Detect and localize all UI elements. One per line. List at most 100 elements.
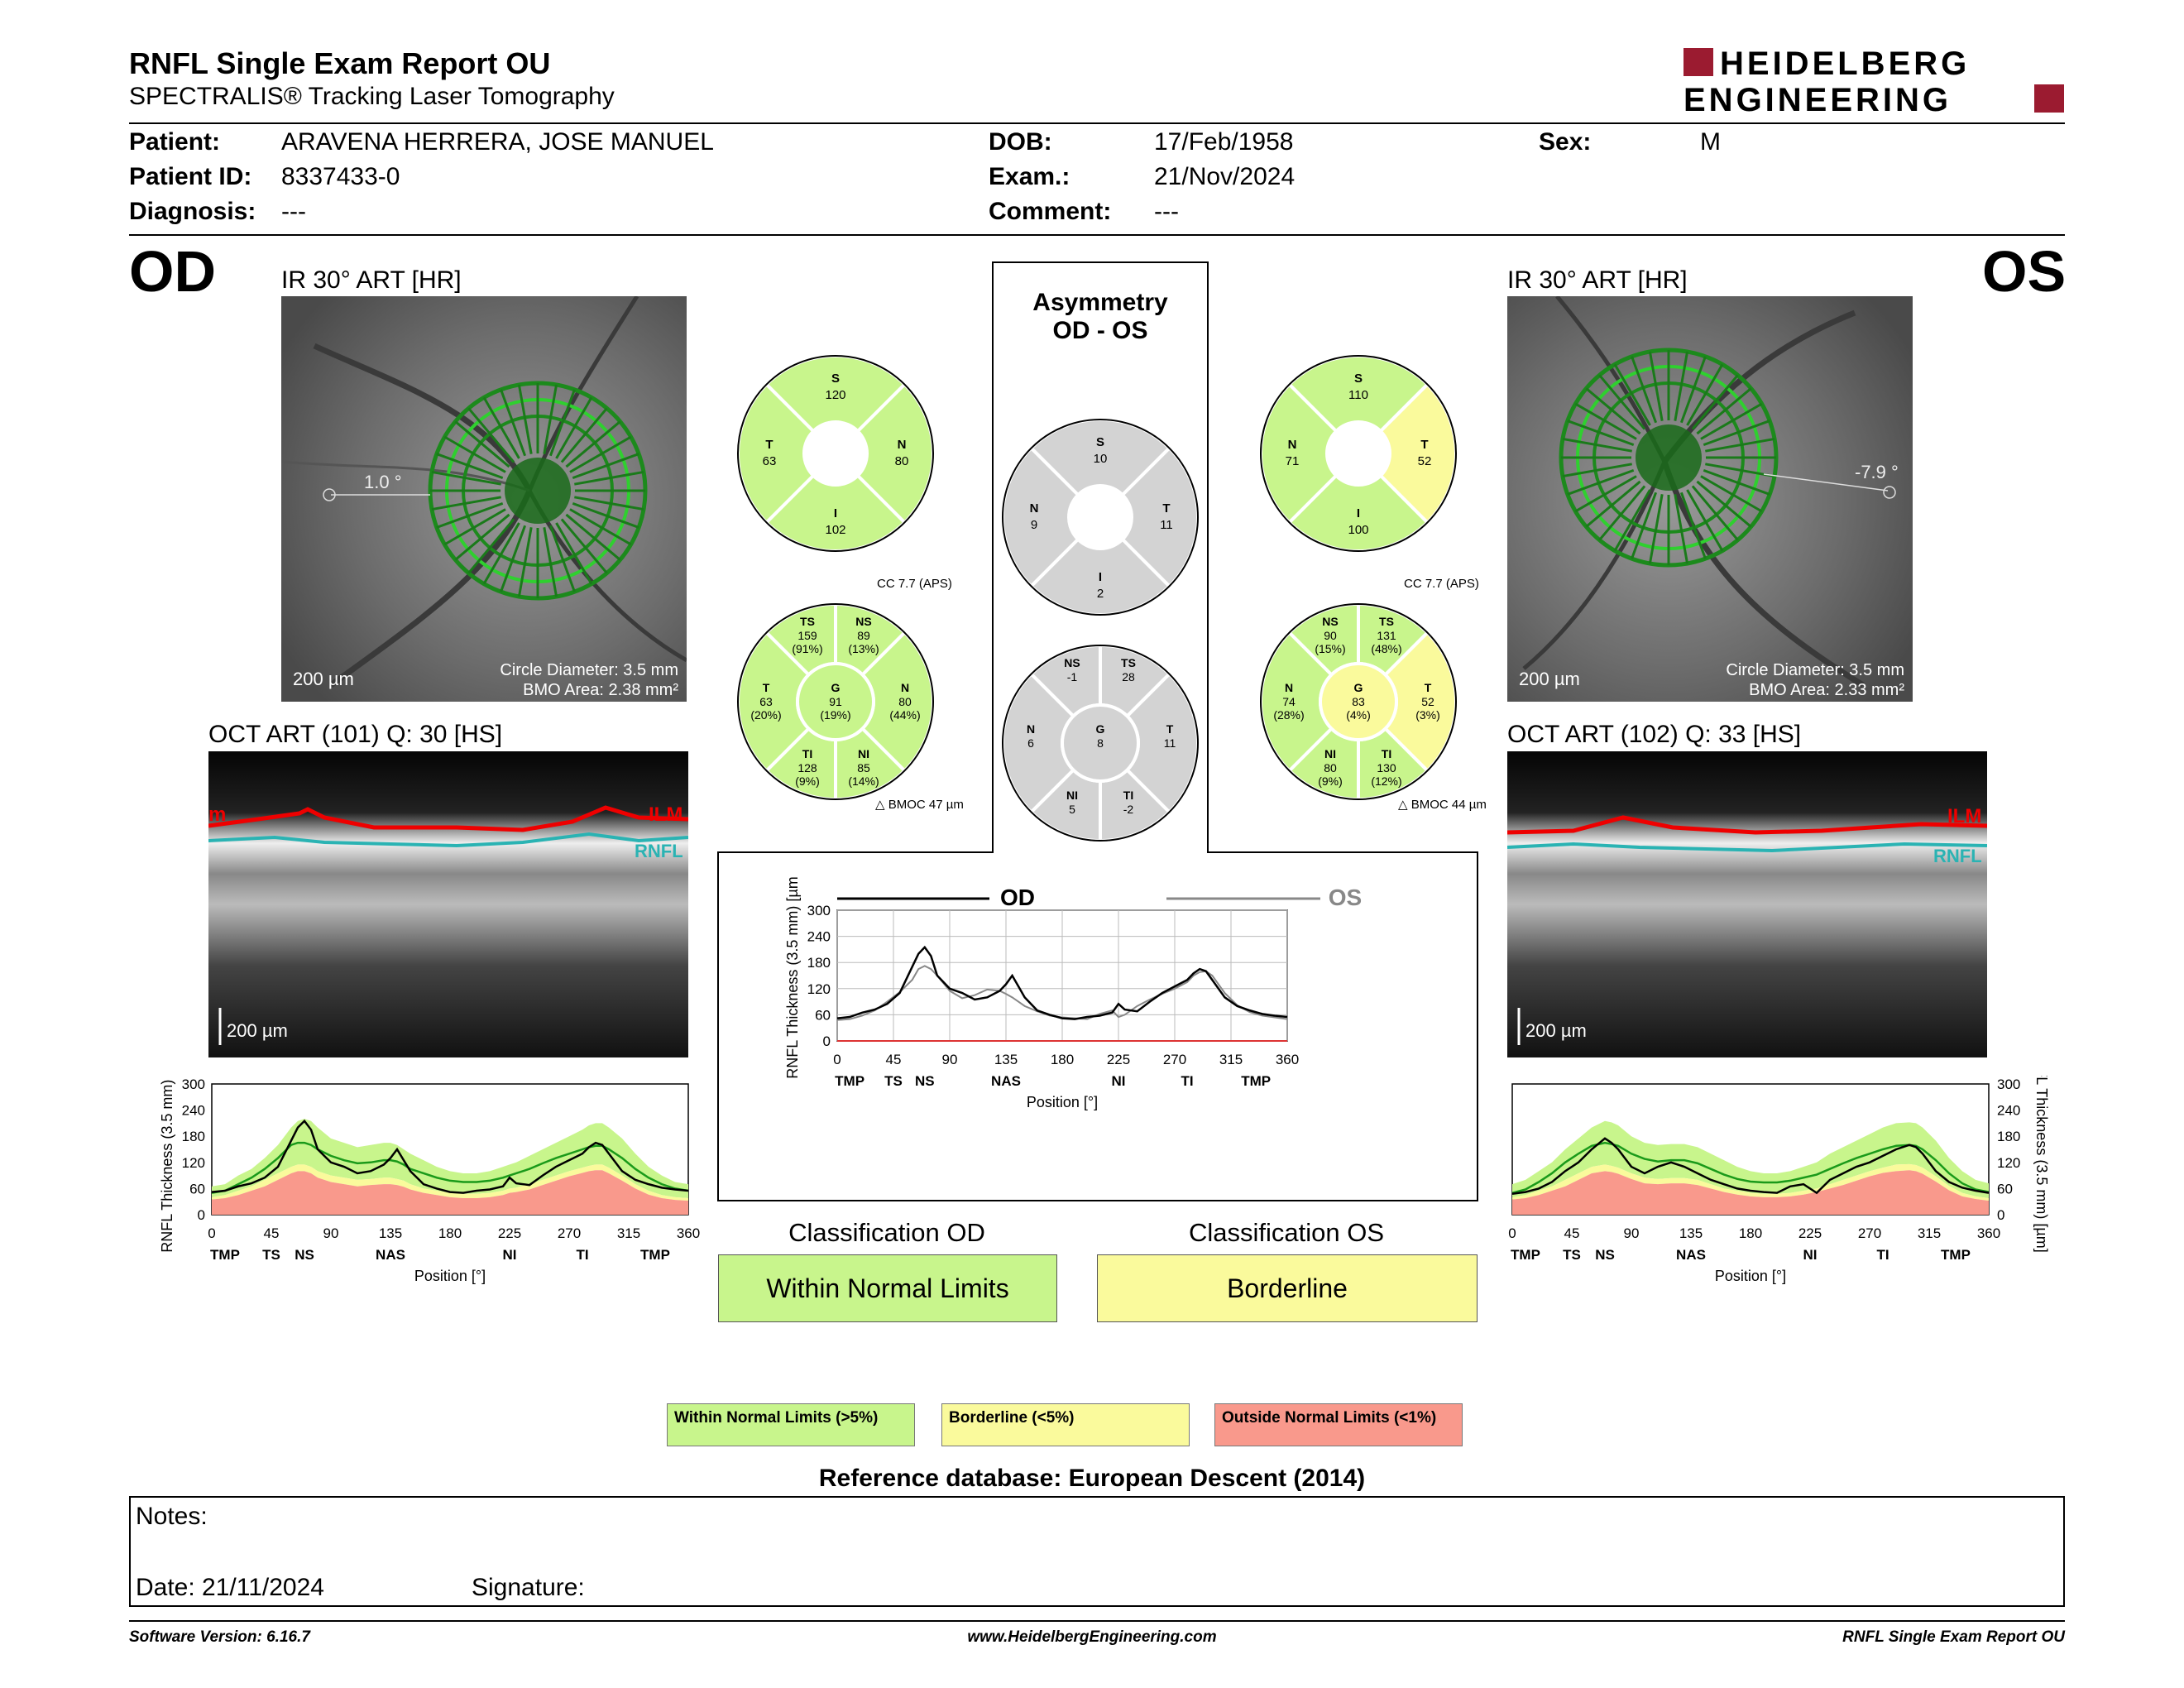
scan-spoke: [574, 496, 644, 511]
exam-label: Exam.:: [989, 163, 1070, 190]
scan-spoke: [482, 396, 520, 459]
reference-database: Reference database: European Descent (20…: [818, 1465, 1366, 1492]
quadrant-label-I: I: [834, 506, 837, 520]
sector-label-NI: NI: [1324, 747, 1336, 760]
scan-spoke: [517, 384, 533, 454]
od-line: [836, 945, 1288, 1020]
sector-axis-label: TMP: [1511, 1247, 1540, 1263]
sector-value-G: 91: [829, 695, 842, 708]
patient-line: [1511, 1137, 1990, 1195]
scan-spoke: [1674, 351, 1689, 421]
scan-spoke: [1691, 374, 1739, 430]
sector-label-G: G: [1096, 722, 1105, 736]
os-oct-caption: OCT ART (102) Q: 33 [HS]: [1507, 721, 1802, 748]
sector-axis-label: TMP: [210, 1247, 240, 1263]
band-outside: [1512, 1170, 1989, 1215]
scan-spoke: [1631, 356, 1658, 424]
y-tick-label: 180: [807, 955, 831, 971]
sector-pct-NS: (15%): [1315, 642, 1345, 655]
dob-label: DOB:: [989, 128, 1052, 156]
classification-od-title: Classification OD: [788, 1218, 985, 1247]
sector-value-TS: 159: [797, 629, 817, 642]
y-tick-label: 300: [1997, 1077, 2020, 1092]
scan-spoke: [436, 501, 504, 529]
svg-text:ENGINEERING: ENGINEERING: [1684, 82, 1952, 113]
y-tick-label: 0: [1997, 1207, 2004, 1223]
sector-pct-G: (4%): [1346, 708, 1371, 722]
x-tick-label: 360: [1276, 1052, 1299, 1067]
sector-axis-label: NI: [1112, 1073, 1126, 1089]
x-tick-label: 180: [1051, 1052, 1074, 1067]
quadrant-label-S: S: [831, 372, 840, 386]
sector-axis-label: NAS: [1676, 1247, 1706, 1263]
svg-text:Circle Diameter: 3.5 mm: Circle Diameter: 3.5 mm: [500, 661, 678, 679]
x-tick-label: 90: [323, 1225, 339, 1241]
svg-text:OD - OS: OD - OS: [1052, 317, 1147, 344]
sector-label-TI: TI: [802, 747, 812, 760]
classification-os-box: Borderline: [1097, 1254, 1478, 1322]
sector-value-NI: 85: [857, 761, 870, 774]
sector-axis-label: NS: [295, 1247, 314, 1263]
y-tick-label: 240: [807, 929, 831, 945]
x-tick-label: 90: [1624, 1225, 1640, 1241]
y-tick-label: 240: [182, 1103, 205, 1119]
x-tick-label: 180: [438, 1225, 462, 1241]
scan-spoke: [543, 527, 558, 597]
x-tick-label: 135: [994, 1052, 1018, 1067]
quadrant-value-I: 100: [1348, 523, 1368, 537]
quadrant-label-N: N: [898, 438, 907, 452]
sector-pct-T: (3%): [1415, 708, 1440, 722]
x-tick-label: 0: [1508, 1225, 1516, 1241]
patient-name: ARAVENA HERRERA, JOSE MANUEL: [281, 128, 714, 156]
od-oct-caption: OCT ART (101) Q: 30 [HS]: [208, 721, 503, 748]
svg-text:BMO Area: 2.38 mm²: BMO Area: 2.38 mm²: [523, 681, 678, 699]
sector-axis-label: NI: [1803, 1247, 1818, 1263]
svg-text:200 µm: 200 µm: [1519, 669, 1580, 689]
sector-value-T: 63: [759, 695, 773, 708]
sector-value-T: 11: [1164, 736, 1176, 750]
od-ir-caption: IR 30° ART [HR]: [281, 266, 462, 294]
sector-pct-TI: (12%): [1371, 774, 1401, 788]
sector-axis-label: TMP: [835, 1073, 864, 1089]
scan-spoke: [1703, 468, 1770, 496]
band-normal: [212, 1119, 688, 1198]
svg-text:ILM: ILM: [649, 803, 682, 826]
y-axis-label: RNFL Thickness (3.5 mm) [µm]: [159, 1076, 175, 1253]
sector-value-NS: 89: [857, 629, 870, 642]
scan-spoke: [1700, 402, 1763, 440]
sector-label-TS: TS: [800, 615, 815, 628]
eye-label-od: OD: [129, 239, 216, 304]
sector-value-NI: 5: [1069, 803, 1075, 816]
scan-spoke: [467, 518, 515, 574]
scan-spoke: [555, 522, 593, 585]
scan-spoke: [1674, 494, 1689, 564]
sector-axis-label: NAS: [376, 1247, 405, 1263]
quadrant-label-T: T: [1420, 438, 1428, 452]
scan-spoke: [569, 435, 632, 473]
od-quadrant-chart: S 120 T 63 N 80 I 102: [736, 354, 935, 553]
sector-label-G: G: [831, 681, 841, 694]
svg-text:200 µm: 200 µm: [227, 1020, 288, 1041]
os-ir-caption: IR 30° ART [HR]: [1507, 266, 1688, 294]
sector-value-TI: 128: [797, 761, 817, 774]
band-borderline: [212, 1164, 688, 1201]
x-tick-label: 270: [1858, 1225, 1881, 1241]
os-tsnit-chart: 0 60 120 180 240 300 0 45 90 135 180 225 270 315 360 TM…: [1508, 1076, 2050, 1284]
sector-axis-label: NI: [503, 1247, 517, 1263]
scan-spoke: [569, 508, 632, 546]
sector-label-NS: NS: [855, 615, 871, 628]
sector-axis-label: TMP: [1941, 1247, 1971, 1263]
scan-spoke: [548, 525, 576, 592]
svg-text:RNFL: RNFL: [635, 841, 683, 861]
y-tick-label: 180: [182, 1129, 205, 1144]
quadrant-label-I: I: [1099, 570, 1102, 584]
sector-label-TS: TS: [1379, 615, 1394, 628]
scan-spoke: [1705, 437, 1775, 453]
svg-text:BMO Area: 2.33 mm²: BMO Area: 2.33 mm²: [1749, 681, 1904, 699]
notes-date: Date: 21/11/2024: [136, 1574, 324, 1601]
sector-pct-N: (44%): [889, 708, 920, 722]
scan-spoke: [1648, 494, 1664, 564]
y-tick-label: 180: [1997, 1129, 2020, 1144]
sector-axis-label: TS: [1563, 1247, 1581, 1263]
quadrant-label-I: I: [1357, 506, 1360, 520]
